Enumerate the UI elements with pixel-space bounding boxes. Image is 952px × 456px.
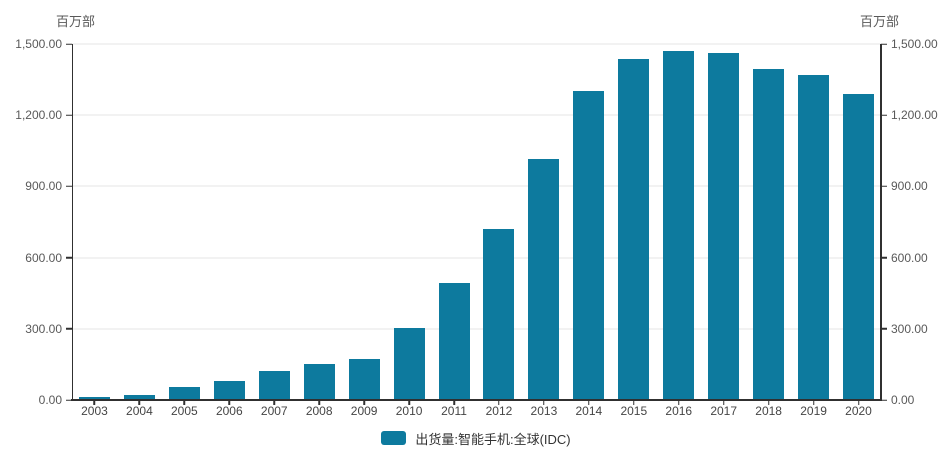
y-axis-label-right-300: 300.00 — [891, 321, 928, 336]
bar-2020[interactable] — [843, 93, 875, 400]
x-tick-2009 — [363, 400, 365, 405]
x-axis-label-2017: 2017 — [710, 404, 738, 418]
y-tick-right-300 — [881, 328, 887, 330]
gridline-900 — [72, 185, 881, 187]
y-tick-right-0 — [881, 399, 887, 401]
bar-2019[interactable] — [798, 75, 830, 400]
y-tick-right-1500 — [881, 43, 887, 45]
x-axis-label-2014: 2014 — [575, 404, 603, 418]
y-axis-labels-right: 0.00 300.00 600.00 900.00 1,200.00 1,500.00 — [891, 38, 952, 406]
y-axis-line-right — [880, 44, 882, 400]
x-tick-2012 — [498, 400, 500, 405]
bar-2004[interactable] — [123, 394, 155, 400]
x-tick-2015 — [633, 400, 635, 405]
x-axis-label-2016: 2016 — [665, 404, 693, 418]
legend-label: 出货量:智能手机:全球(IDC) — [415, 431, 571, 447]
x-tick-2014 — [588, 400, 590, 405]
x-tick-2018 — [767, 400, 770, 405]
x-tick-2004 — [138, 400, 141, 405]
x-tick-2017 — [722, 400, 725, 405]
x-tick-2011 — [453, 400, 455, 405]
bar-2017[interactable] — [708, 52, 740, 400]
bar-2014[interactable] — [573, 91, 605, 400]
x-tick-2013 — [543, 400, 545, 405]
x-axis-label-2018: 2018 — [755, 404, 782, 418]
x-axis-label-2009: 2009 — [350, 404, 378, 418]
bar-2003[interactable] — [78, 397, 110, 400]
legend-item[interactable]: 出货量:智能手机:全球(IDC) — [0, 429, 952, 447]
bar-2008[interactable] — [303, 364, 335, 400]
bar-2018[interactable] — [753, 68, 785, 400]
y-tick-right-600 — [881, 256, 887, 259]
y-tick-right-900 — [881, 185, 887, 188]
gridline-600 — [72, 257, 881, 259]
x-tick-2016 — [678, 400, 680, 405]
y-axis-label-right-0: 0.00 — [891, 393, 915, 407]
x-axis-label-2007: 2007 — [260, 404, 288, 418]
x-axis-label-2010: 2010 — [395, 404, 423, 418]
x-tick-2006 — [228, 400, 231, 405]
bar-2010[interactable] — [393, 328, 425, 400]
y-axis-label-left-600: 600.00 — [25, 250, 62, 265]
y-axis-label-right-1500: 1,500.00 — [891, 37, 938, 51]
y-axis-label-left-0: 0.00 — [38, 393, 62, 407]
legend-swatch — [381, 431, 407, 445]
x-axis-label-2005: 2005 — [171, 404, 198, 418]
bar-2013[interactable] — [528, 158, 560, 400]
x-tick-2003 — [93, 400, 96, 405]
y-axis-unit-left: 百万部 — [56, 14, 96, 29]
x-axis-label-2011: 2011 — [441, 404, 467, 418]
x-axis-label-2019: 2019 — [800, 404, 827, 418]
y-tick-left-1500 — [66, 43, 72, 45]
y-tick-right-1200 — [881, 114, 887, 116]
y-tick-left-1200 — [66, 114, 72, 116]
y-axis-label-right-1200: 1,200.00 — [891, 108, 938, 123]
x-tick-2010 — [408, 400, 410, 405]
bar-2006[interactable] — [213, 381, 245, 400]
y-axis-unit-right: 百万部 — [860, 14, 900, 29]
bar-2015[interactable] — [618, 59, 650, 400]
bar-2016[interactable] — [663, 50, 695, 400]
x-tick-2008 — [318, 400, 320, 405]
x-axis-label-2015: 2015 — [620, 404, 648, 418]
bar-2012[interactable] — [483, 228, 515, 400]
x-axis-label-2006: 2006 — [215, 404, 243, 418]
gridline-1500 — [72, 43, 881, 45]
y-tick-left-0 — [66, 399, 72, 401]
x-tick-2019 — [812, 400, 815, 405]
y-axis-label-right-900: 900.00 — [891, 179, 928, 194]
y-axis-line-left — [71, 44, 73, 400]
gridline-1200 — [72, 114, 881, 116]
bar-2011[interactable] — [438, 283, 470, 400]
x-axis-label-2008: 2008 — [305, 404, 333, 418]
plot-area — [66, 43, 887, 405]
x-axis-labels: 2003 2004 2005 2006 2007 2008 2009 2010 2011 2012… — [72, 404, 881, 420]
x-tick-2020 — [857, 400, 860, 405]
y-axis-label-right-600: 600.00 — [891, 250, 928, 265]
y-tick-left-900 — [66, 185, 72, 188]
y-axis-labels-left: 0.00 300.00 600.00 900.00 1,200.00 1,500.00 — [0, 38, 62, 406]
gridline-300 — [72, 328, 881, 330]
bar-2005[interactable] — [168, 387, 200, 400]
x-axis-label-2012: 2012 — [485, 404, 513, 418]
bar-2009[interactable] — [348, 359, 380, 400]
x-axis-label-2003: 2003 — [81, 404, 108, 418]
y-axis-label-left-300: 300.00 — [25, 321, 62, 336]
y-axis-label-left-900: 900.00 — [25, 179, 62, 194]
x-axis-label-2013: 2013 — [530, 404, 558, 418]
x-axis-label-2020: 2020 — [845, 404, 872, 418]
x-axis-line — [71, 399, 882, 401]
y-axis-label-left-1500: 1,500.00 — [15, 37, 62, 51]
y-axis-label-left-1200: 1,200.00 — [15, 108, 62, 123]
x-axis-label-2004: 2004 — [126, 404, 153, 418]
y-tick-left-600 — [66, 256, 72, 259]
bar-2007[interactable] — [258, 370, 290, 400]
x-tick-2005 — [183, 400, 186, 405]
x-tick-2007 — [273, 400, 275, 405]
y-tick-left-300 — [66, 328, 72, 330]
